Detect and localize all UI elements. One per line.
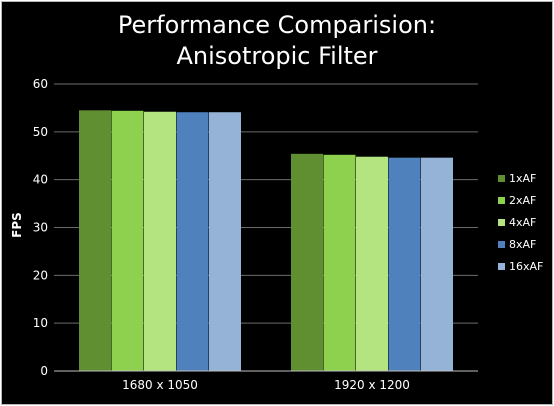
y-tick-label: 40	[33, 173, 48, 187]
legend-swatch	[498, 263, 505, 270]
legend-label: 4xAF	[509, 216, 536, 229]
legend-swatch	[498, 241, 505, 248]
y-tick-label: 20	[33, 268, 48, 282]
bar	[388, 157, 421, 371]
bar	[144, 111, 176, 371]
bar	[291, 153, 323, 371]
legend-swatch	[498, 219, 505, 226]
x-category-label: 1680 x 1050	[122, 378, 198, 392]
legend-label: 8xAF	[509, 238, 536, 251]
bar	[421, 157, 453, 371]
bar	[323, 154, 356, 371]
y-tick-label: 10	[33, 316, 48, 330]
y-tick-label: 50	[33, 125, 48, 139]
bar	[209, 112, 241, 371]
chart-title-line-2: Anisotropic Filter	[176, 42, 377, 70]
y-tick-label: 0	[40, 364, 48, 378]
legend-label: 2xAF	[509, 194, 536, 207]
y-tick-label: 30	[33, 221, 48, 235]
legend-label: 16xAF	[509, 260, 543, 273]
legend-swatch	[498, 197, 505, 204]
bar	[356, 156, 388, 371]
chart-title-line-1: Performance Comparision:	[118, 11, 436, 39]
x-axis-categories: 1680 x 1050 1920 x 1200	[122, 378, 410, 392]
x-category-label: 1920 x 1200	[334, 378, 410, 392]
y-axis-label: FPS	[10, 212, 24, 238]
y-axis-ticks: 0 10 20 30 40 50 60	[33, 77, 48, 378]
bar	[79, 110, 111, 371]
bars	[79, 110, 453, 371]
legend-swatch	[498, 175, 505, 182]
legend: 1xAF 2xAF 4xAF 8xAF 16xAF	[498, 172, 543, 273]
legend-label: 1xAF	[509, 172, 536, 185]
bar	[176, 112, 209, 371]
y-tick-label: 60	[33, 77, 48, 91]
bar	[111, 110, 144, 371]
